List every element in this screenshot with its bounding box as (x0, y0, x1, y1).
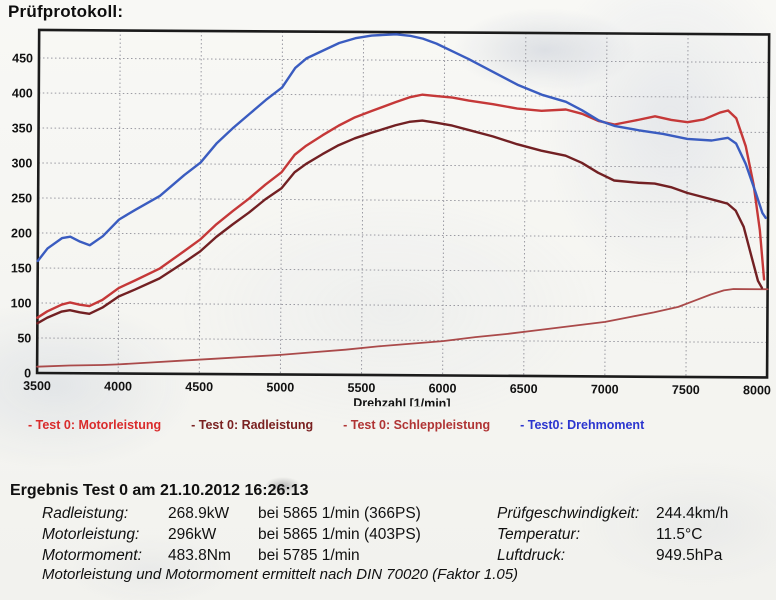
y-tick-label: 350 (12, 121, 33, 135)
x-gridline (198, 30, 202, 374)
chart-legend: - Test 0: Motorleistung - Test 0: Radleis… (0, 416, 776, 434)
condition-row-label: Temperatur: (497, 526, 580, 543)
y-gridline (37, 337, 768, 343)
x-gridline (117, 30, 121, 374)
x-gridline (685, 33, 689, 377)
legend-item: - Test 0: Schleppleistung (343, 418, 491, 432)
x-tick-label: 6000 (429, 381, 457, 395)
plot-border (35, 28, 771, 379)
condition-row-value: 949.5hPa (656, 547, 723, 564)
result-row-label: Radleistung: (42, 505, 129, 522)
condition-row-label: Prüfgeschwindigkeit: (497, 505, 640, 522)
y-tick-label: 250 (11, 191, 32, 205)
y-tick-label: 450 (12, 51, 33, 65)
y-gridline (37, 302, 768, 308)
x-tick-label: 5500 (347, 381, 375, 395)
x-gridline (279, 31, 284, 375)
x-tick-label: 4000 (104, 379, 132, 393)
series-line-1 (36, 119, 764, 325)
y-gridline (38, 162, 769, 168)
result-row-value: 296kW (168, 526, 217, 543)
legend-item: - Test 0: Motorleistung (28, 418, 162, 432)
x-gridline (442, 32, 446, 376)
legend-item: - Test 0: Radleistung (191, 418, 314, 432)
y-tick-label: 100 (11, 296, 32, 310)
page-title: Prüfprotokoll: (8, 2, 124, 21)
x-gridline (523, 32, 527, 376)
y-tick-label: 200 (11, 226, 32, 240)
y-tick-label: 150 (11, 261, 32, 275)
result-row-detail: bei 5785 1/min (258, 547, 360, 564)
y-tick-label: 50 (17, 331, 31, 345)
y-gridline (38, 57, 769, 63)
series-line-2 (36, 288, 769, 368)
y-tick-label: 0 (24, 366, 31, 380)
result-row-detail: bei 5865 1/min (366PS) (258, 505, 421, 522)
y-gridline (38, 197, 769, 203)
x-tick-label: 5000 (266, 380, 294, 394)
y-gridline (37, 267, 768, 273)
x-tick-label: 6500 (510, 382, 538, 396)
x-tick-label: 4500 (185, 380, 213, 394)
x-tick-label: 7500 (672, 383, 700, 397)
series-line-0 (36, 93, 766, 319)
series-line-3 (36, 33, 767, 263)
condition-row-value: 244.4km/h (656, 505, 729, 522)
y-gridline (38, 92, 769, 98)
result-row-value: 483.8Nm (168, 547, 231, 564)
dyno-chart: 0 50 100 150 200 250 300 350 400 450 3500 4000 4500 5… (0, 22, 776, 411)
results-heading: Ergebnis Test 0 am 21.10.2012 16:26:13 (10, 482, 309, 499)
x-tick-label: 8000 (743, 383, 771, 397)
x-gridline (361, 31, 365, 375)
x-tick-label: 7000 (591, 382, 619, 396)
y-gridline (37, 232, 768, 238)
x-tick-label: 3500 (23, 379, 51, 393)
dyno-chart-svg: 0 50 100 150 200 250 300 350 400 450 3500 4000 4500 5… (11, 28, 771, 411)
legend-item: - Test0: Drehmoment (520, 418, 645, 432)
results-footnote: Motorleistung und Motormoment ermittelt … (42, 566, 519, 583)
result-row-label: Motormoment: (42, 547, 142, 564)
result-row-detail: bei 5865 1/min (403PS) (258, 526, 421, 543)
y-gridline (38, 127, 769, 133)
result-row-value: 268.9kW (168, 505, 230, 522)
y-tick-label: 400 (12, 86, 33, 100)
condition-row-label: Luftdruck: (497, 547, 566, 564)
condition-row-value: 11.5°C (656, 526, 703, 543)
result-row-label: Motorleistung: (42, 526, 140, 543)
x-gridline (604, 33, 608, 377)
y-tick-label: 300 (11, 156, 32, 170)
x-axis-title: Drehzahl [1/min] (353, 396, 450, 409)
